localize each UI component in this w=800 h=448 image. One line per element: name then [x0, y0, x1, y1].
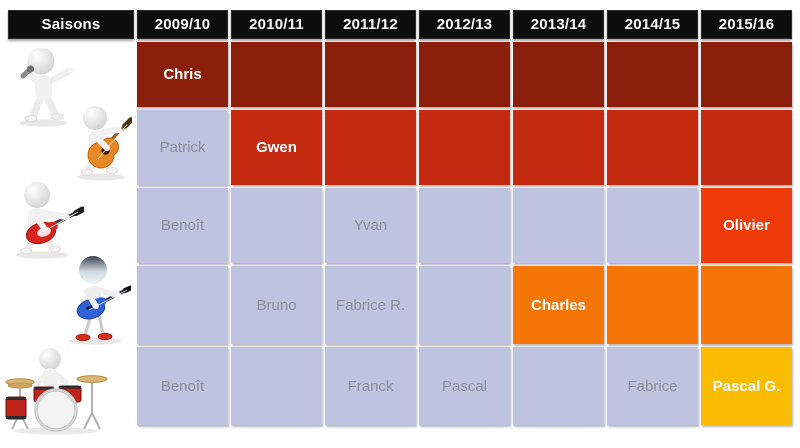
cell-bassist-2011-12: Fabrice R.	[325, 266, 416, 344]
cell-electric-guitarist-2011-12: Yvan	[325, 188, 416, 263]
saisons-header: Saisons	[8, 10, 134, 39]
cell-drummer-2012-13: Pascal	[419, 347, 510, 425]
cell-electric-guitarist-2012-13	[419, 188, 510, 263]
cell-bassist-2009-10	[137, 266, 228, 344]
cell-drummer-2014-15: Fabrice	[607, 347, 698, 425]
cell-acoustic-guitarist-2009-10: Patrick	[137, 110, 228, 185]
cell-bassist-2015-16	[701, 266, 792, 344]
cell-electric-guitarist-2009-10: Benoît	[137, 188, 228, 263]
cell-singer-2012-13	[419, 42, 510, 107]
season-header-2014-15: 2014/15	[607, 10, 698, 39]
cell-singer-2011-12	[325, 42, 416, 107]
cell-bassist-2012-13	[419, 266, 510, 344]
cell-drummer-2013-14	[513, 347, 604, 425]
electric-guitarist-icon	[8, 181, 86, 259]
singer-icon	[10, 45, 80, 127]
cell-electric-guitarist-2014-15	[607, 188, 698, 263]
bassist-icon	[55, 253, 133, 345]
cell-bassist-2014-15	[607, 266, 698, 344]
season-header-2011-12: 2011/12	[325, 10, 416, 39]
cell-singer-2015-16	[701, 42, 792, 107]
cell-acoustic-guitarist-2014-15	[607, 110, 698, 185]
cell-drummer-2011-12: Franck	[325, 347, 416, 425]
drummer-icon	[4, 343, 108, 435]
season-header-2009-10: 2009/10	[137, 10, 228, 39]
season-header-2013-14: 2013/14	[513, 10, 604, 39]
cell-acoustic-guitarist-2010-11: Gwen	[231, 110, 322, 185]
cell-singer-2009-10: Chris	[137, 42, 228, 107]
cell-acoustic-guitarist-2012-13	[419, 110, 510, 185]
cell-drummer-2010-11	[231, 347, 322, 425]
cell-singer-2010-11	[231, 42, 322, 107]
cell-singer-2013-14	[513, 42, 604, 107]
cell-bassist-2010-11: Bruno	[231, 266, 322, 344]
cell-electric-guitarist-2015-16: Olivier	[701, 188, 792, 263]
cell-singer-2014-15	[607, 42, 698, 107]
cell-drummer-2009-10: Benoît	[137, 347, 228, 425]
season-header-2015-16: 2015/16	[701, 10, 792, 39]
cell-acoustic-guitarist-2015-16	[701, 110, 792, 185]
cell-acoustic-guitarist-2011-12	[325, 110, 416, 185]
season-header-2012-13: 2012/13	[419, 10, 510, 39]
band-seasons-table: Saisons	[5, 10, 792, 435]
cell-electric-guitarist-2013-14	[513, 188, 604, 263]
cell-drummer-2015-16: Pascal G.	[701, 347, 792, 425]
acoustic-guitarist-icon	[68, 105, 134, 181]
season-header-2010-11: 2010/11	[231, 10, 322, 39]
cell-bassist-2013-14: Charles	[513, 266, 604, 344]
cell-electric-guitarist-2010-11	[231, 188, 322, 263]
figures-column	[5, 42, 134, 435]
cell-acoustic-guitarist-2013-14	[513, 110, 604, 185]
